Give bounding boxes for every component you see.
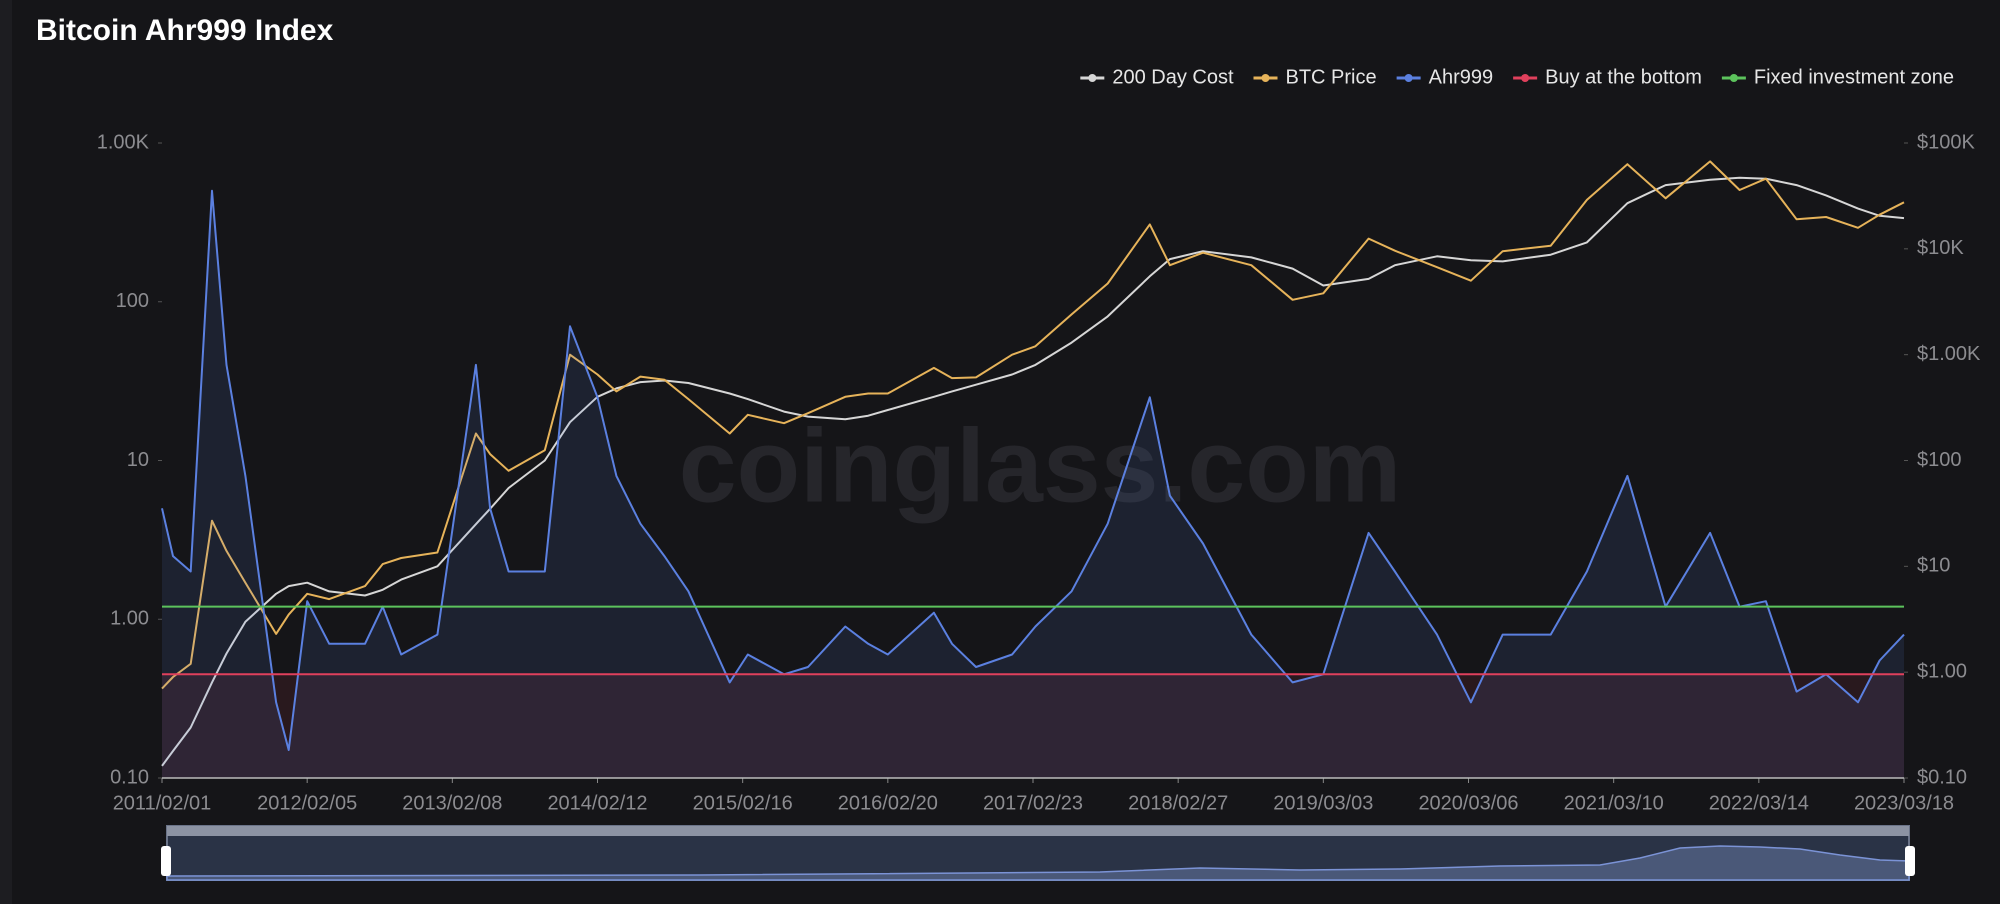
x-tick-label: 2023/03/18: [1854, 792, 1954, 814]
y2-tick-label: $10K: [1917, 237, 1964, 259]
y2-tick-label: $10: [1917, 555, 1950, 577]
x-tick-label: 2015/02/16: [693, 792, 793, 814]
legend-item[interactable]: Buy at the bottom: [1513, 66, 1702, 88]
x-tick-label: 2022/03/14: [1709, 792, 1809, 814]
y2-tick-label: $100: [1917, 449, 1962, 471]
legend-label[interactable]: BTC Price: [1286, 66, 1377, 88]
x-tick-label: 2018/02/27: [1128, 792, 1228, 814]
legend: Fixed investment zone Buy at the bottom Ah…: [1080, 66, 1954, 88]
series-area: [162, 190, 1904, 779]
y-tick-label: 1.00: [110, 608, 149, 630]
legend-item[interactable]: Fixed investment zone: [1721, 66, 1954, 88]
x-tick-label: 2016/02/20: [838, 792, 938, 814]
y2-tick-label: $1.00K: [1917, 343, 1981, 365]
legend-dot[interactable]: [1729, 74, 1738, 82]
legend-item[interactable]: BTC Price: [1253, 66, 1377, 88]
x-tick-label: 2012/02/05: [257, 792, 357, 814]
legend-dot[interactable]: [1521, 74, 1530, 82]
plot-area: 0.10 1.00 10 100 1.00K $0.10 $1.00 $10 $100 $1.00…: [97, 131, 1981, 814]
x-tick-label: 2021/03/10: [1564, 792, 1664, 814]
y2-tick-label: $0.10: [1917, 766, 1967, 788]
series-line: [161, 176, 1905, 767]
y2-tick-label: $1.00: [1917, 660, 1967, 682]
y-tick-label: 1.00K: [97, 131, 150, 153]
slider-handle-left[interactable]: [161, 846, 171, 876]
legend-dot[interactable]: [1088, 74, 1097, 82]
slider-handle-right[interactable]: [1905, 846, 1915, 876]
series-line: [161, 189, 1905, 751]
x-tick-label: 2011/02/01: [113, 792, 212, 814]
slider-top-bar[interactable]: [167, 826, 1909, 836]
legend-label[interactable]: Buy at the bottom: [1545, 66, 1702, 88]
y2-tick-label: $100K: [1917, 131, 1975, 153]
zoom-slider[interactable]: [161, 825, 1915, 881]
x-tick-label: 2020/03/06: [1418, 792, 1518, 814]
legend-item[interactable]: Ahr999: [1396, 66, 1494, 88]
bottom-zone: [162, 674, 1904, 778]
side-strip: [0, 0, 12, 904]
x-tick-label: 2017/02/23: [983, 792, 1083, 814]
x-tick-label: 2013/02/08: [402, 792, 502, 814]
chart-title: Bitcoin Ahr999 Index: [36, 14, 334, 47]
legend-label[interactable]: Fixed investment zone: [1754, 66, 1954, 88]
x-tick-label: 2014/02/12: [547, 792, 647, 814]
legend-label[interactable]: 200 Day Cost: [1112, 66, 1234, 88]
legend-item[interactable]: 200 Day Cost: [1080, 66, 1234, 88]
x-tick-label: 2019/03/03: [1273, 792, 1373, 814]
legend-label[interactable]: Ahr999: [1429, 66, 1494, 88]
watermark: coinglass.com: [679, 408, 1401, 524]
y-tick-label: 100: [116, 290, 149, 312]
legend-dot[interactable]: [1404, 74, 1413, 82]
y-tick-label: 0.10: [110, 766, 149, 788]
legend-dot[interactable]: [1261, 74, 1270, 82]
y-tick-label: 10: [127, 449, 149, 471]
series-line: [161, 160, 1905, 690]
